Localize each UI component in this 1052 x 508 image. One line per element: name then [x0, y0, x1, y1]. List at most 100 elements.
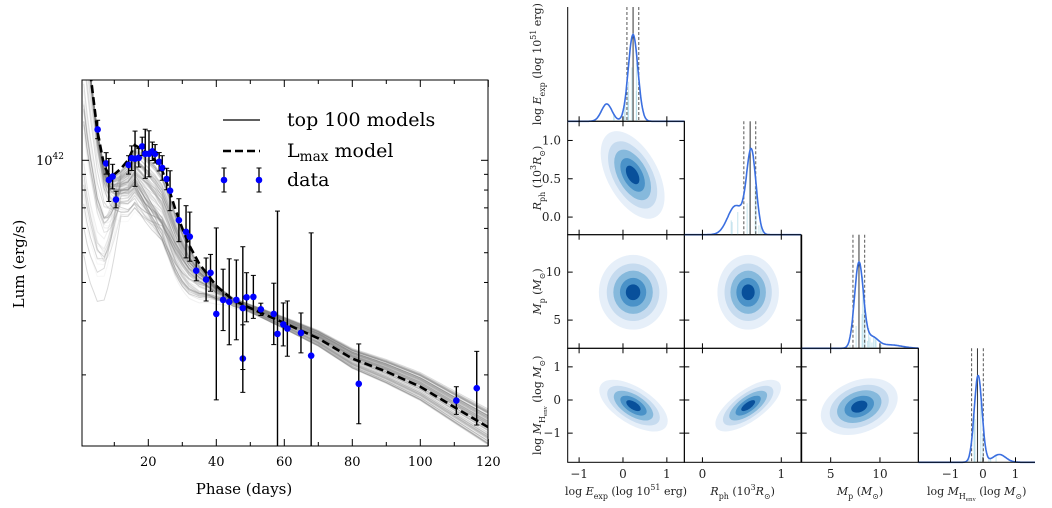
label-segment: M — [531, 279, 544, 292]
label-segment: (10 — [729, 485, 751, 498]
label-segment: M — [531, 422, 544, 435]
data-marker — [307, 352, 315, 359]
data-marker — [102, 160, 110, 167]
data-marker — [109, 173, 116, 180]
label-segment: top 100 models — [287, 109, 435, 131]
data-marker — [158, 164, 166, 172]
y-axis-label: Lum (erg/s) — [10, 220, 28, 309]
model-curve — [90, 80, 488, 422]
model-curve — [88, 80, 488, 436]
data-point — [270, 282, 278, 346]
x-tick-label: 1 — [1012, 467, 1020, 481]
model-curve — [87, 80, 488, 426]
label-segment: ) — [531, 268, 544, 272]
y-tick-label: −1 — [543, 426, 561, 440]
model-curve — [90, 80, 488, 420]
data-point — [166, 170, 174, 212]
data-point — [102, 152, 110, 175]
data-marker — [138, 143, 146, 150]
kde-curve — [918, 374, 1035, 464]
label-segment: log — [927, 485, 948, 498]
label-segment: ) — [531, 356, 544, 360]
label-segment: p — [538, 298, 547, 303]
x-tick-label: 100 — [408, 455, 433, 470]
x-tick-label: 5 — [827, 467, 835, 481]
label-segment: log — [565, 485, 586, 498]
data-marker — [274, 330, 281, 338]
data-marker — [94, 126, 101, 133]
x-tick-label: 10 — [872, 467, 887, 481]
label-segment: ⊙ — [764, 492, 771, 501]
label-segment: ⊙ — [1015, 492, 1022, 501]
marginal-panel-Mp — [801, 234, 919, 350]
model-curve — [89, 80, 488, 430]
label-segment: ( — [853, 485, 861, 498]
kde-curve — [567, 33, 685, 123]
kde-contour-level — [626, 400, 641, 412]
label-segment: M — [531, 303, 544, 316]
data-point — [109, 163, 116, 190]
label-segment: max — [300, 149, 329, 165]
data-marker — [225, 298, 233, 306]
label-segment: env — [543, 405, 549, 416]
label-segment: model — [328, 140, 393, 162]
legend-label: data — [287, 169, 329, 191]
label-segment: ) — [1022, 485, 1026, 498]
label-segment: data — [287, 169, 329, 191]
data-point — [233, 259, 240, 341]
kde-contour-level — [741, 400, 756, 412]
model-curve — [90, 80, 488, 443]
legend-entry: top 100 models — [223, 109, 435, 131]
kde-2d-panel — [820, 378, 898, 436]
data-marker — [213, 310, 220, 318]
model-curve — [90, 80, 488, 439]
label-segment: (10 — [531, 170, 544, 192]
panel-frame — [683, 347, 802, 463]
label-segment: ph — [538, 192, 547, 202]
label-segment: ph — [719, 492, 729, 501]
y-axis-label-E: log Eexp (log 1051 erg) — [529, 3, 547, 125]
label-segment: H — [959, 492, 966, 501]
y-tick-label: 1 — [553, 360, 561, 374]
kde-curve — [801, 260, 919, 350]
x-tick-label: 40 — [208, 455, 225, 470]
model-curve — [90, 80, 488, 439]
kde-2d-panel — [715, 379, 781, 432]
kde-2d-panel — [600, 131, 665, 219]
kde-curve — [684, 147, 801, 236]
kde-2d-panel — [598, 254, 668, 330]
data-marker — [155, 158, 163, 166]
label-segment: ) — [531, 146, 544, 150]
label-segment: exp — [594, 492, 608, 501]
x-axis-label-Rph: Rph (103R⊙) — [709, 483, 775, 501]
data-point — [175, 198, 183, 243]
data-marker — [257, 306, 265, 313]
label-segment: M — [1003, 485, 1016, 498]
data-point — [125, 155, 132, 175]
data-marker — [125, 161, 132, 169]
lmax-model-line — [89, 80, 488, 429]
marginal-panel-MH — [917, 348, 1035, 464]
label-segment: 51 — [529, 30, 538, 40]
label-segment: M — [860, 485, 873, 498]
kde-contour-level — [851, 400, 868, 413]
data-marker — [163, 175, 170, 183]
data-marker — [355, 380, 363, 388]
data-marker — [243, 293, 250, 301]
model-curve — [90, 80, 488, 438]
label-segment: R — [531, 202, 544, 211]
data-point — [257, 302, 265, 316]
label-segment: erg) — [660, 485, 687, 498]
data-point — [274, 210, 281, 446]
y-tick-label: 0.0 — [542, 210, 561, 224]
data-marker — [186, 233, 194, 240]
x-tick-label: 60 — [276, 455, 293, 470]
model-curve — [90, 80, 488, 440]
y-tick-label: 0.5 — [542, 172, 561, 186]
label-segment: E — [531, 96, 544, 105]
kde-2d-panel — [717, 254, 779, 330]
data-marker — [297, 329, 305, 337]
x-tick-label: 0 — [979, 467, 987, 481]
kde-2d-panel — [599, 379, 668, 432]
